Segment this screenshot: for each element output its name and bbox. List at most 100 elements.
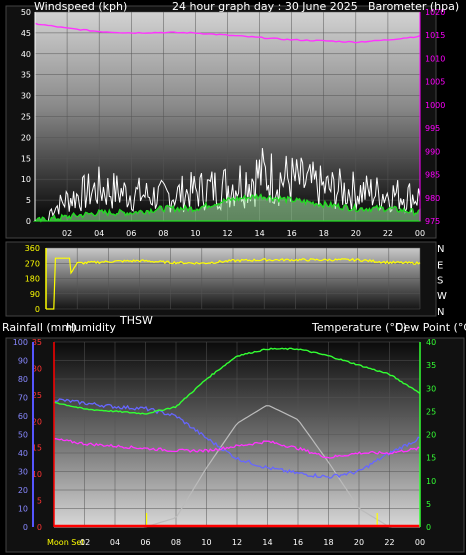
panel3-humidity-tick-label: 30 xyxy=(18,468,28,477)
panel1-left-tick-label: 0 xyxy=(26,217,31,226)
panel3-humidity-tick-label: 40 xyxy=(18,449,28,458)
panel3-temp-tick-label: 30 xyxy=(426,384,436,393)
panel3-humidity-tick-label: 20 xyxy=(18,486,28,495)
panel1-x-tick-label: 16 xyxy=(287,229,297,238)
panel1-left-tick-label: 5 xyxy=(26,196,31,205)
panel1-left-tick-label: 20 xyxy=(21,133,31,142)
panel3-moon-label: Moon Set xyxy=(47,538,84,547)
panel3-x-tick-label: 02 xyxy=(80,538,90,547)
panel1-left-tick-label: 45 xyxy=(21,29,31,38)
panel2-compass-label: N xyxy=(437,307,444,318)
panel2-left-tick-label: 180 xyxy=(25,275,40,284)
panel3-humidity-tick-label: 100 xyxy=(13,338,28,347)
header-title: 24 hour graph day : 30 June 2025 xyxy=(172,0,358,13)
panel3-humidity-tick-label: 90 xyxy=(18,357,28,366)
panel3-temp-tick-label: 10 xyxy=(426,477,436,486)
panel1-x-tick-label: 04 xyxy=(94,229,104,238)
panel1-right-tick-label: 975 xyxy=(425,217,440,226)
panel1-x-tick-label: 08 xyxy=(158,229,168,238)
panel3-humidity-tick-label: 0 xyxy=(23,523,28,532)
panel1-x-tick-label: 14 xyxy=(254,229,264,238)
panel1-left-tick-label: 50 xyxy=(21,8,31,17)
panel3-temperature-label: Temperature (°C) xyxy=(311,321,407,334)
panel3-rain-tick-label: 30 xyxy=(32,364,42,373)
panel3-rainfall-label: Rainfall (mm) xyxy=(2,321,76,334)
header-barometer-label: Barometer (hpa) xyxy=(368,0,459,13)
panel1-right-tick-label: 1010 xyxy=(425,54,445,63)
panel3-rain-tick-label: 25 xyxy=(32,391,42,400)
panel1-right-tick-label: 985 xyxy=(425,171,440,180)
series-wind-gust xyxy=(35,148,421,222)
panel1-x-tick-label: 06 xyxy=(126,229,136,238)
panel1-x-tick-label: 20 xyxy=(351,229,361,238)
panel1-x-tick-label: 10 xyxy=(190,229,200,238)
panel3-humidity-tick-label: 80 xyxy=(18,375,28,384)
panel1-left-tick-label: 10 xyxy=(21,175,31,184)
panel3-temp-tick-label: 20 xyxy=(426,431,436,440)
panel3-humidity-tick-label: 10 xyxy=(18,505,28,514)
panel1-right-tick-label: 1020 xyxy=(425,8,445,17)
panel1-right-tick-label: 995 xyxy=(425,124,440,133)
panel3-rain-tick-label: 10 xyxy=(32,470,42,479)
panel2-left-tick-label: 0 xyxy=(35,305,40,314)
panel3-x-tick-label: 10 xyxy=(201,538,211,547)
series-wind-direction xyxy=(46,257,421,310)
panel1-left-tick-label: 25 xyxy=(21,113,31,122)
panel1-x-tick-label: 12 xyxy=(222,229,232,238)
panel1-right-tick-label: 1000 xyxy=(425,101,445,110)
panel3-x-tick-label: 08 xyxy=(171,538,181,547)
panel1-right-tick-label: 1005 xyxy=(425,78,445,87)
panel2-left-tick-label: 360 xyxy=(25,244,40,253)
panel3-humidity-tick-label: 60 xyxy=(18,412,28,421)
panel3-x-tick-label: 16 xyxy=(293,538,303,547)
panel3-x-tick-label: 18 xyxy=(323,538,333,547)
panel3-humidity-tick-label: 50 xyxy=(18,431,28,440)
panel2-left-tick-label: 90 xyxy=(30,290,40,299)
panel1-left-tick-label: 30 xyxy=(21,92,31,101)
series-wind-average xyxy=(32,193,421,223)
panel3-temp-tick-label: 15 xyxy=(426,454,436,463)
panel3-rain-tick-label: 15 xyxy=(32,444,42,453)
panel3-dewpoint-label: Dew Point (°C) xyxy=(395,321,466,334)
panel1-left-tick-label: 40 xyxy=(21,50,31,59)
panel1-left-tick-label: 35 xyxy=(21,71,31,80)
panel3-humidity-label: Humidity xyxy=(66,321,116,334)
panel1-right-tick-label: 980 xyxy=(425,194,440,203)
panel3-x-tick-label: 04 xyxy=(110,538,120,547)
panel1-right-tick-label: 1015 xyxy=(425,31,445,40)
panel3-temp-tick-label: 25 xyxy=(426,407,436,416)
panel1-right-tick-label: 990 xyxy=(425,147,440,156)
series-barometer xyxy=(34,22,421,44)
series-humidity xyxy=(53,398,421,479)
series-temperature xyxy=(53,347,421,415)
panel2-compass-label: W xyxy=(437,291,447,302)
series-dew-point xyxy=(53,438,421,459)
panel3-rain-tick-label: 0 xyxy=(37,523,42,532)
panel2-compass-label: E xyxy=(437,260,443,271)
panel1-x-tick-label: 18 xyxy=(319,229,329,238)
panel3-humidity-tick-label: 70 xyxy=(18,394,28,403)
panel3-temp-tick-label: 35 xyxy=(426,361,436,370)
panel3-x-tick-label: 00 xyxy=(415,538,425,547)
panel3-x-tick-label: 14 xyxy=(262,538,272,547)
panel1-x-tick-label: 02 xyxy=(62,229,72,238)
panel1-x-tick-label: 22 xyxy=(383,229,393,238)
panel3-rain-tick-label: 5 xyxy=(37,497,42,506)
panel2-left-tick-label: 270 xyxy=(25,259,40,268)
header-windspeed-label: Windspeed (kph) xyxy=(34,0,127,13)
panel3-x-tick-label: 06 xyxy=(140,538,150,547)
panel1-left-tick-label: 15 xyxy=(21,154,31,163)
panel3-x-tick-label: 12 xyxy=(232,538,242,547)
panel3-x-tick-label: 20 xyxy=(354,538,364,547)
panel2-thsw-caption: THSW xyxy=(119,314,153,327)
panel1-x-tick-label: 00 xyxy=(415,229,425,238)
panel2-compass-label: N xyxy=(437,244,444,255)
panel3-rain-tick-label: 20 xyxy=(32,417,42,426)
panel3-x-tick-label: 22 xyxy=(384,538,394,547)
panel3-temp-tick-label: 0 xyxy=(426,523,431,532)
panel3-temp-tick-label: 5 xyxy=(426,500,431,509)
panel2-compass-label: S xyxy=(437,276,443,287)
panel3-temp-tick-label: 40 xyxy=(426,338,436,347)
panel3-rain-tick-label: 35 xyxy=(32,338,42,347)
